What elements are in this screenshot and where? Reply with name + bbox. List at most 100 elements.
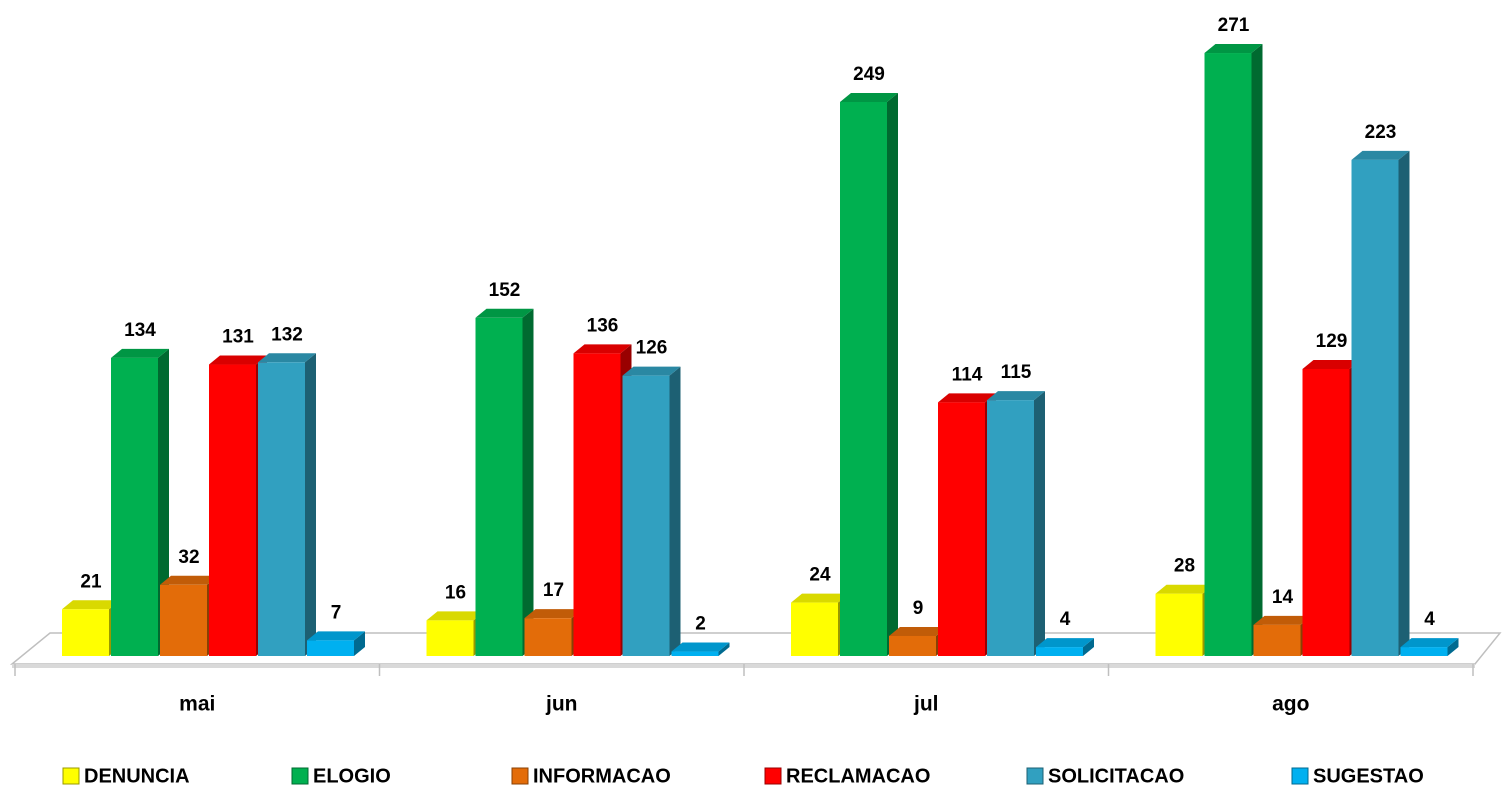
legend-swatch — [62, 767, 80, 785]
bar-top — [1036, 638, 1094, 648]
bar-front — [307, 640, 354, 656]
legend-label: DENUNCIA — [84, 765, 190, 787]
bar-top — [987, 391, 1045, 401]
bar-front — [111, 357, 158, 656]
x-tick-label: jun — [545, 693, 578, 716]
legend-swatch — [291, 767, 309, 785]
legend-label: RECLAMACAO — [786, 765, 930, 787]
bar — [1400, 638, 1459, 656]
bar — [1204, 44, 1263, 656]
legend-label: SOLICITACAO — [1048, 765, 1184, 787]
x-tick-label: ago — [1272, 693, 1309, 716]
data-label: 223 — [1365, 122, 1397, 143]
bar-front — [840, 101, 887, 657]
data-label: 21 — [80, 571, 102, 592]
data-label: 134 — [124, 320, 156, 341]
bar-top — [475, 308, 534, 318]
data-label: 32 — [178, 547, 199, 568]
bar-top — [938, 393, 996, 403]
bar-side — [1398, 150, 1410, 656]
bar-top — [1155, 584, 1214, 594]
bar — [671, 642, 730, 656]
bar-top — [1302, 359, 1361, 369]
bar-front — [938, 402, 985, 656]
bar — [307, 631, 365, 656]
bar-front — [573, 353, 621, 656]
legend-swatch — [511, 767, 529, 785]
data-label: 129 — [1316, 331, 1348, 352]
bar — [840, 92, 898, 657]
data-label: 17 — [543, 580, 564, 601]
bar-top — [62, 600, 120, 610]
data-label: 4 — [1060, 609, 1071, 630]
data-label: 9 — [913, 598, 924, 619]
bar-front — [1204, 53, 1252, 656]
legend-swatch — [1026, 767, 1044, 785]
bar-front — [1351, 159, 1399, 656]
bar-top — [160, 575, 218, 585]
bar-side — [158, 348, 169, 656]
bar-side — [718, 642, 730, 656]
bar — [258, 353, 316, 656]
bar-top — [889, 626, 947, 636]
bar-front — [622, 375, 670, 656]
bar-top — [1253, 615, 1312, 625]
data-label: 114 — [952, 364, 983, 385]
data-label: 249 — [853, 64, 885, 85]
bar-top — [426, 611, 485, 621]
bar-front — [62, 609, 109, 656]
bar-side — [1083, 638, 1094, 656]
bar-top — [258, 353, 316, 363]
bar-side — [305, 353, 316, 656]
bar-top — [671, 642, 730, 652]
bar-front — [791, 602, 838, 656]
data-label: 152 — [489, 280, 521, 301]
data-label: 2 — [695, 614, 706, 635]
data-label: 24 — [809, 565, 831, 586]
bar — [475, 308, 534, 656]
bar-top — [111, 348, 169, 358]
bar-top — [209, 355, 267, 365]
data-label: 14 — [1272, 587, 1294, 608]
data-label: 28 — [1174, 556, 1195, 577]
x-tick-label: mai — [179, 693, 215, 716]
bar — [1036, 638, 1094, 656]
bar-front — [258, 362, 305, 656]
bar-front — [209, 364, 256, 656]
data-label: 131 — [222, 327, 254, 348]
data-label: 126 — [636, 338, 668, 359]
bar-side — [1447, 638, 1459, 656]
legend-swatch — [1291, 767, 1309, 785]
bar-top — [1400, 638, 1459, 648]
legend-label: SUGESTAO — [1313, 765, 1424, 787]
bar-front — [889, 635, 936, 656]
bar-front — [1253, 624, 1301, 656]
bar-top — [573, 344, 632, 354]
bar-side — [1251, 44, 1263, 656]
bar — [1351, 150, 1410, 656]
data-label: 271 — [1218, 15, 1250, 36]
bar-top — [307, 631, 365, 641]
data-label: 16 — [445, 582, 466, 603]
data-label: 132 — [271, 324, 303, 345]
bar — [987, 391, 1045, 656]
bar-top — [840, 92, 898, 102]
bar-front — [426, 620, 474, 656]
bar-side — [887, 92, 898, 657]
bar-side — [522, 308, 534, 656]
bar-top — [1204, 44, 1263, 54]
data-label: 4 — [1424, 609, 1435, 630]
legend-swatch — [764, 767, 782, 785]
bar-front — [1302, 368, 1350, 656]
bar-top — [791, 593, 849, 603]
bar — [111, 348, 169, 656]
bar-front — [1036, 647, 1083, 656]
bar-front — [160, 584, 207, 656]
data-label: 136 — [587, 315, 619, 336]
legend-label: ELOGIO — [313, 765, 391, 787]
bar-front — [524, 618, 572, 656]
bar-front — [1155, 593, 1203, 656]
bar-front — [671, 651, 719, 656]
x-tick-label: jul — [913, 693, 939, 716]
